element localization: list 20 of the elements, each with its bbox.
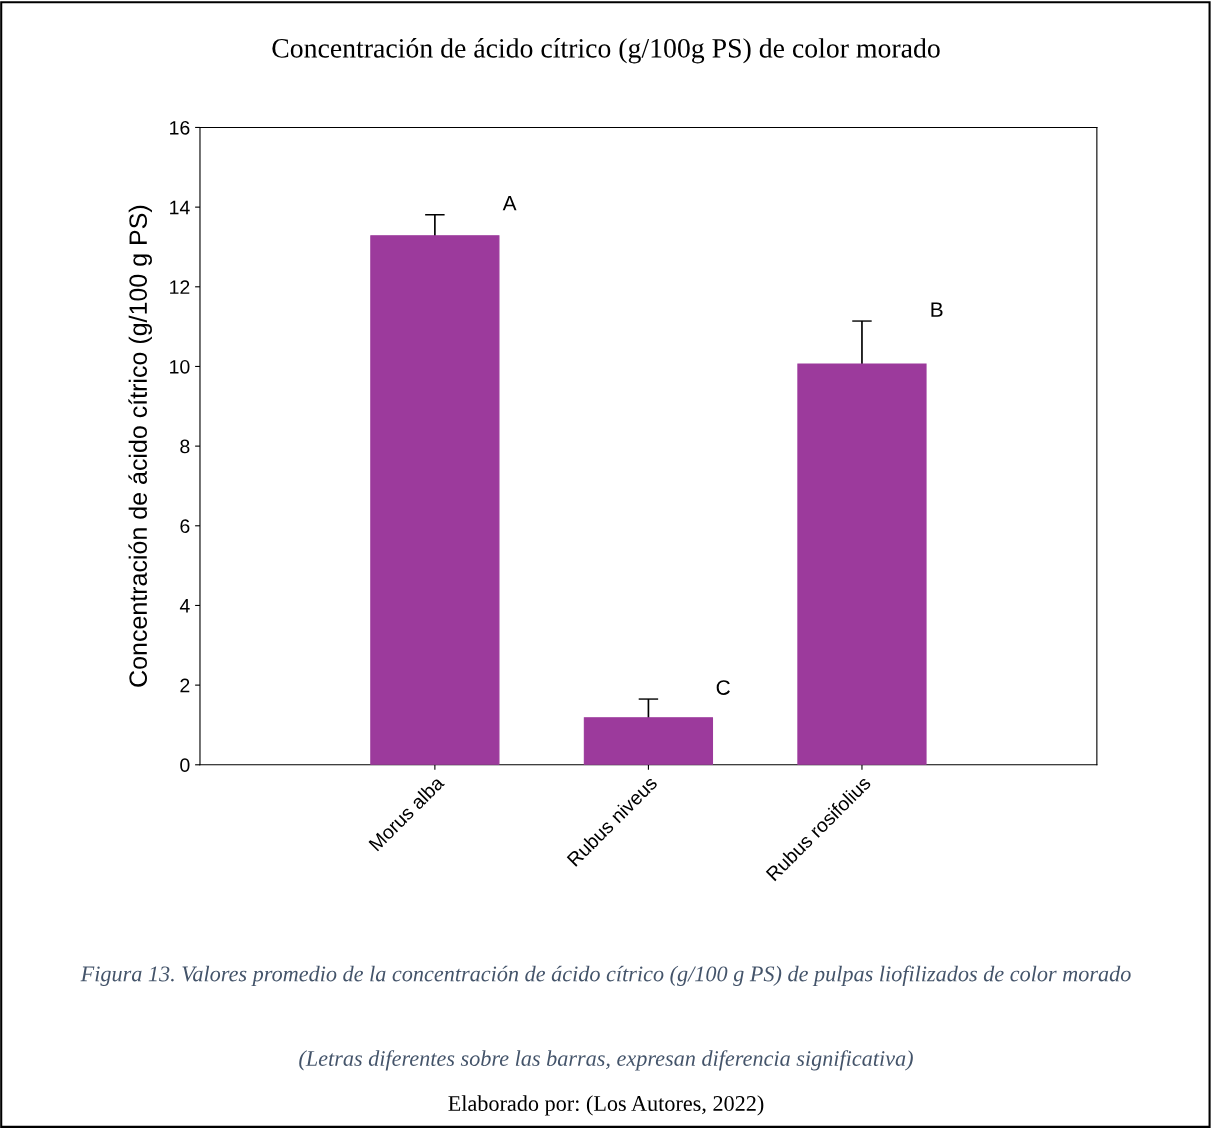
text: Elaborado por: (Los Autores, 2022) xyxy=(448,1095,764,1116)
y-tick-label: 0 xyxy=(180,758,190,773)
y-tick-label: 8 xyxy=(180,439,190,454)
chart-title: Concentración de ácido cítrico (g/100g PS) de color morado xyxy=(272,38,940,64)
text: Figura 13. Valores promedio de la concentración de ácido cítrico (g/100 g PS) de pulpas liofilizados de color morado xyxy=(80,965,1131,986)
annotation: C xyxy=(716,680,730,695)
y-tick-label: 12 xyxy=(170,280,190,294)
annotation: A xyxy=(502,196,517,211)
annotation: B xyxy=(931,302,943,317)
bar xyxy=(797,363,927,765)
y-tick-label: 4 xyxy=(179,599,190,613)
y-tick-label: 16 xyxy=(170,120,190,135)
bar xyxy=(370,235,500,765)
y-tick-label: 10 xyxy=(170,359,190,374)
y-tick-label: 2 xyxy=(180,678,190,693)
text: (Letras diferentes sobre las barras, expresan diferencia significativa) xyxy=(299,1050,913,1071)
y-tick-label: 6 xyxy=(180,519,190,534)
bar xyxy=(583,717,714,765)
y-axis-title: Concentración de ácido cítrico (g/100 g PS) xyxy=(128,205,152,687)
y-tick-label: 14 xyxy=(170,200,190,215)
